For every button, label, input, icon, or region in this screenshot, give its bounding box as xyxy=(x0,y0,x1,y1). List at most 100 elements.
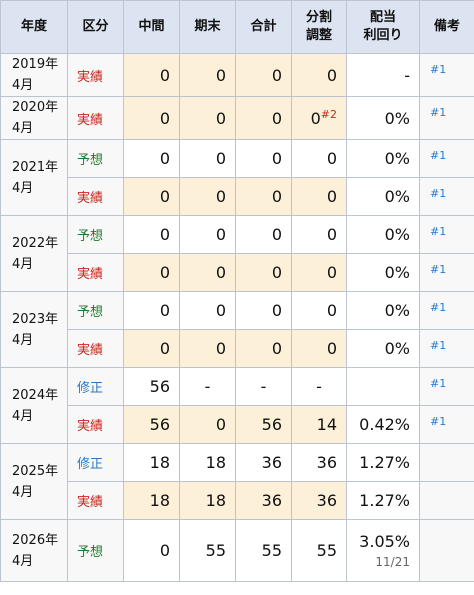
category-cell: 実績 xyxy=(67,481,124,520)
notes-cell: #1 xyxy=(419,405,474,444)
fiscal-year-cell: 2025年 4月 xyxy=(0,443,68,520)
table-row: 2025年 4月 修正 18 18 36 36 1.27% xyxy=(0,443,474,520)
fiscal-year-cell: 2020年 4月 xyxy=(0,96,68,140)
table-row: 2021年 4月 予想 0 0 0 0 0% #1 xyxy=(0,139,474,216)
notes-cell: #1 xyxy=(419,253,474,292)
footnote-marker[interactable]: #2 xyxy=(320,108,337,121)
interim-cell: 0 xyxy=(123,139,180,178)
dividend-yield-cell: 0% xyxy=(346,139,420,178)
notes-cell: #1 xyxy=(419,96,474,140)
interim-cell: 18 xyxy=(123,443,180,482)
header-category: 区分 xyxy=(67,0,124,54)
fiscal-year-cell: 2024年 4月 xyxy=(0,367,68,444)
total-cell: 0 xyxy=(235,177,292,216)
yield-value: 0% xyxy=(384,108,410,128)
split-adjusted-cell: 0 xyxy=(291,215,347,254)
category-cell: 実績 xyxy=(67,177,124,216)
yield-value: 0% xyxy=(384,225,410,244)
cell-value: 0 xyxy=(326,225,337,244)
split-adjusted-cell: 0#2 xyxy=(291,96,347,140)
cell-value: 0 xyxy=(215,301,226,320)
notes-cell: #1 xyxy=(419,177,474,216)
cell-value: 0 xyxy=(215,263,226,282)
total-cell: 0 xyxy=(235,329,292,368)
category-cell: 予想 xyxy=(67,291,124,330)
cell-value: 0 xyxy=(159,187,170,206)
footnote-link[interactable]: #1 xyxy=(430,106,447,119)
footnote-link[interactable]: #1 xyxy=(430,225,447,238)
header-notes: 備考 xyxy=(419,0,474,54)
notes-cell: #1 xyxy=(419,367,474,406)
dividend-yield-cell xyxy=(346,367,420,406)
table-row: 2020年 4月 実績 0 0 0 0#2 0% #1 xyxy=(0,96,474,140)
cell-value: 0 xyxy=(326,149,337,168)
cell-value: 36 xyxy=(261,453,282,472)
notes-cell xyxy=(419,481,474,520)
forecast-date: 11/21 xyxy=(375,555,410,569)
cell-value: 0 xyxy=(215,65,226,85)
footnote-link[interactable]: #1 xyxy=(430,377,447,390)
cell-value: 0 xyxy=(326,263,337,282)
dividend-yield-cell: 0% xyxy=(346,177,420,216)
cell-value: 0 xyxy=(271,225,282,244)
cell-value: 55 xyxy=(205,541,226,560)
total-cell: 0 xyxy=(235,139,292,178)
category-cell: 実績 xyxy=(67,253,124,292)
footnote-link[interactable]: #1 xyxy=(430,263,447,276)
category-cell: 実績 xyxy=(67,53,124,97)
year-end-cell: 18 xyxy=(179,443,236,482)
dividend-table: 年度 区分 中間 期末 合計 分割 調整 配当 利回り 備考 2019年 4月実… xyxy=(0,0,474,582)
total-cell: 55 xyxy=(235,519,292,582)
dividend-yield-cell: - xyxy=(346,53,420,97)
fiscal-year-cell: 2026年 4月 xyxy=(0,519,68,582)
footnote-link[interactable]: #1 xyxy=(430,339,447,352)
cell-value: 0 xyxy=(326,65,337,85)
cell-value: - xyxy=(316,377,322,396)
dividend-yield-cell: 0.42% xyxy=(346,405,420,444)
split-adjusted-cell: 0 xyxy=(291,139,347,178)
header-year: 年度 xyxy=(0,0,68,54)
interim-cell: 56 xyxy=(123,405,180,444)
year-end-cell: 0 xyxy=(179,177,236,216)
table-row: 実績 0 0 0 0 0% #1 xyxy=(1,177,474,216)
interim-cell: 0 xyxy=(123,291,180,330)
fiscal-year-cell: 2019年 4月 xyxy=(0,53,68,97)
split-adjusted-cell: 14 xyxy=(291,405,347,444)
total-cell: 0 xyxy=(235,53,292,97)
category-cell: 予想 xyxy=(67,215,124,254)
fiscal-year-cell: 2021年 4月 xyxy=(0,139,68,216)
header-split-adjusted: 分割 調整 xyxy=(291,0,347,54)
header-row: 年度 区分 中間 期末 合計 分割 調整 配当 利回り 備考 xyxy=(0,0,474,54)
footnote-link[interactable]: #1 xyxy=(430,149,447,162)
cell-value: 18 xyxy=(149,453,170,472)
category-cell: 修正 xyxy=(67,443,124,482)
yield-value: 0% xyxy=(384,149,410,168)
year-end-cell: 0 xyxy=(179,291,236,330)
notes-cell xyxy=(419,443,474,482)
notes-cell: #1 xyxy=(419,215,474,254)
footnote-link[interactable]: #1 xyxy=(430,415,447,428)
split-adjusted-cell: 0 xyxy=(291,329,347,368)
cell-value: 0 xyxy=(215,108,226,128)
cell-value: 36 xyxy=(261,491,282,510)
table-row: 2023年 4月 予想 0 0 0 0 0% #1 xyxy=(0,291,474,368)
header-total: 合計 xyxy=(235,0,292,54)
footnote-link[interactable]: #1 xyxy=(430,301,447,314)
cell-value: 0 xyxy=(326,339,337,358)
dividend-yield-cell: 3.05% 11/21 xyxy=(346,519,420,582)
footnote-link[interactable]: #1 xyxy=(430,63,447,76)
cell-value: 0 xyxy=(271,149,282,168)
fiscal-year-cell: 2023年 4月 xyxy=(0,291,68,368)
total-cell: 0 xyxy=(235,291,292,330)
footnote-link[interactable]: #1 xyxy=(430,187,447,200)
cell-value: 18 xyxy=(205,453,226,472)
fiscal-year-cell: 2022年 4月 xyxy=(0,215,68,292)
notes-cell: #1 xyxy=(419,291,474,330)
category-cell: 実績 xyxy=(67,329,124,368)
dividend-yield-cell: 0% xyxy=(346,215,420,254)
notes-cell: #1 xyxy=(419,139,474,178)
cell-value: 0 xyxy=(159,225,170,244)
category-cell: 修正 xyxy=(67,367,124,406)
yield-value: 1.27% xyxy=(359,491,410,510)
year-end-cell: 0 xyxy=(179,96,236,140)
